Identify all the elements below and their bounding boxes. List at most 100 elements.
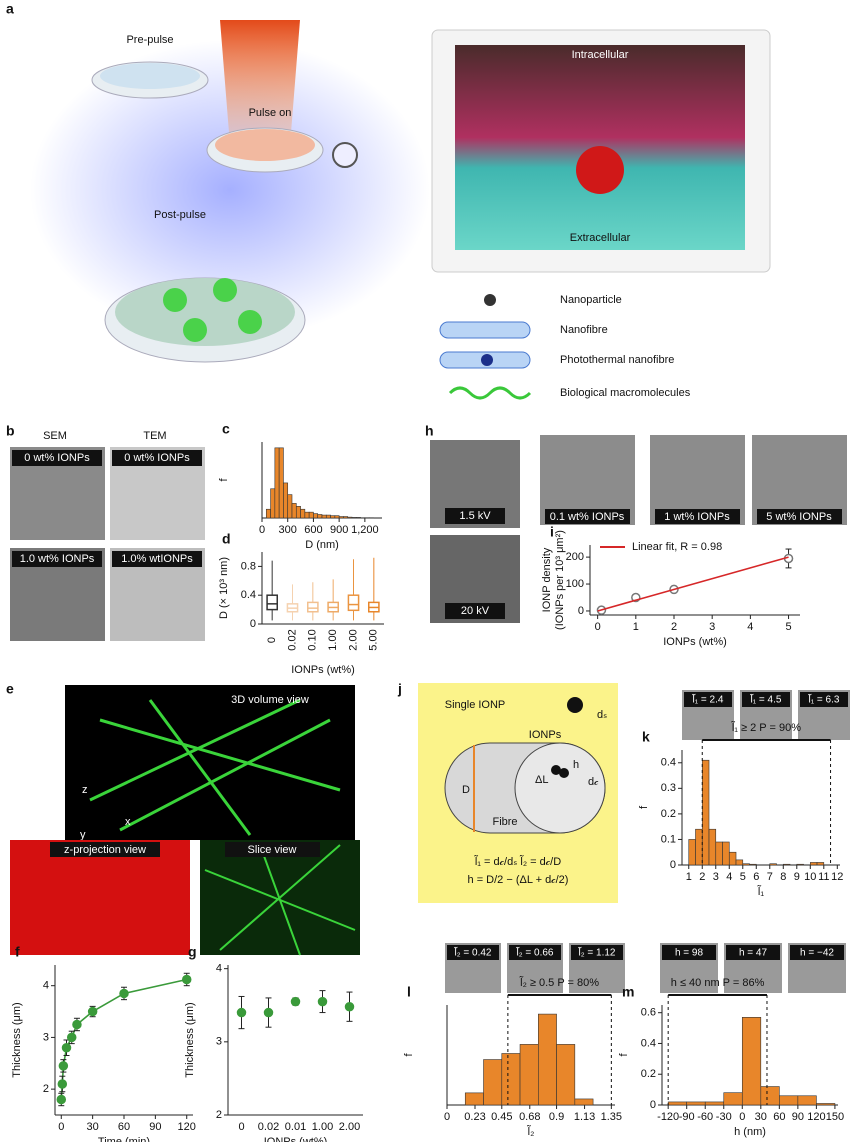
y-tick-label: 0.3 (661, 782, 676, 794)
bar (347, 516, 353, 519)
bar (796, 863, 804, 866)
label-bg (790, 945, 844, 960)
point (58, 1061, 69, 1071)
x-tick-label: 0.02 (286, 629, 298, 650)
view-label: Slice view (248, 844, 297, 856)
image-label: l̃₂ = 0.42 (453, 946, 492, 959)
bar (809, 862, 818, 866)
schematic-text: IONPs (529, 729, 562, 741)
ionp (551, 765, 561, 775)
x-tick-label: 9 (794, 871, 800, 883)
x-axis-title: IONPs (wt%) (663, 636, 727, 648)
label-bg (684, 692, 732, 707)
inset-label: Intracellular (572, 49, 629, 61)
bar (287, 494, 293, 519)
y-axis-title: (IONPs per 10³ μm²) (554, 530, 566, 630)
image-label: 20 kV (461, 605, 490, 617)
y-axis-title: f (218, 478, 230, 482)
ionp (559, 768, 569, 778)
x-tick-label: 600 (304, 524, 322, 536)
x-tick-label: 120 (807, 1111, 825, 1123)
bar (816, 1103, 836, 1106)
bar (704, 1101, 725, 1106)
y-tick-label: 0.2 (641, 1068, 656, 1080)
panel-label: b (6, 423, 15, 439)
image-label: 1.0 wt% IONPs (20, 553, 95, 565)
cell (183, 318, 207, 342)
y-tick-label: 0.4 (661, 757, 676, 769)
image-label: h = 47 (739, 948, 768, 959)
x-tick-label: 7 (767, 871, 773, 883)
bar (722, 841, 730, 866)
image-label: l̃₁ = 4.5 (749, 693, 782, 706)
bar (816, 862, 825, 866)
y-tick-label: 0 (250, 618, 256, 630)
legend-icon (448, 386, 532, 400)
dish-inner (100, 63, 200, 89)
x-tick-label: 5 (785, 621, 791, 633)
panel-label: l (407, 984, 411, 1000)
x-tick-label: 0 (58, 1121, 64, 1133)
bar (686, 1101, 706, 1106)
y-tick-label: 2 (216, 1109, 222, 1121)
column-title: SEM (43, 430, 67, 442)
point (344, 1001, 355, 1012)
point (263, 1007, 274, 1018)
x-tick-label: 1.35 (601, 1111, 622, 1123)
x-tick-label: 1 (633, 621, 639, 633)
y-tick-label: 0 (670, 859, 676, 871)
point (290, 996, 301, 1007)
y-tick-label: 3 (216, 1036, 222, 1048)
y-tick-label: 0 (578, 605, 584, 617)
x-tick-label: 10 (804, 871, 816, 883)
legend-label: Linear fit, R = 0.98 (632, 541, 722, 553)
x-axis-title: h (nm) (734, 1126, 766, 1138)
bar (667, 1101, 688, 1106)
image-label: h = −42 (800, 948, 834, 959)
x-tick-label: 0.02 (258, 1121, 279, 1133)
point (236, 1007, 247, 1018)
bar (715, 841, 723, 866)
stage-label: Pulse on (249, 107, 292, 119)
x-axis-title: D (nm) (305, 539, 339, 551)
annotation: h ≤ 40 nm P = 86% (671, 977, 765, 989)
x-tick-label: 4 (747, 621, 753, 633)
x-tick-label: 0.23 (464, 1111, 485, 1123)
x-tick-label: 0.68 (519, 1111, 540, 1123)
column-title: TEM (143, 430, 166, 442)
bar (270, 488, 276, 519)
x-tick-label: 0 (444, 1111, 450, 1123)
stage-label: Pre-pulse (126, 34, 173, 46)
label-bg (662, 945, 716, 960)
ionp (567, 697, 583, 713)
bar (728, 851, 737, 866)
y-axis-title: Thickness (μm) (11, 1002, 23, 1077)
panel-label: f (15, 944, 20, 960)
panel-label: d (222, 531, 231, 547)
panel-label: g (188, 944, 197, 960)
series-line (597, 556, 789, 612)
x-axis-title: IONPs (wt%) (291, 664, 355, 676)
point (87, 1006, 98, 1017)
label-bg (112, 450, 202, 466)
bar (723, 1092, 743, 1106)
bar (688, 839, 696, 866)
axis-letter: y (80, 829, 86, 841)
x-tick-label: 150 (826, 1111, 844, 1123)
bar (291, 503, 297, 519)
schematic-text: Fibre (492, 816, 517, 828)
projection-image (10, 840, 190, 955)
bar (556, 1044, 576, 1106)
panel-label: a (6, 1, 14, 17)
stage-label: Post-pulse (154, 209, 206, 221)
image-label: 0 wt% IONPs (24, 452, 90, 464)
y-tick-label: 4 (216, 963, 222, 975)
y-axis-title: f (638, 805, 650, 809)
y-tick-label: 0.1 (661, 833, 676, 845)
image-label: l̃₁ = 2.4 (691, 693, 724, 706)
x-tick-label: -90 (679, 1111, 695, 1123)
label-bg (447, 945, 499, 960)
label-bg (445, 603, 505, 619)
x-tick-label: 0 (238, 1121, 244, 1133)
